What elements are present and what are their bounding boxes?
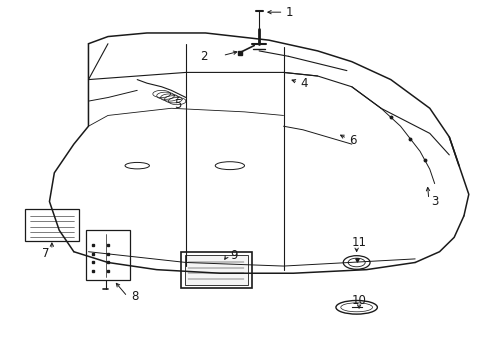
Bar xyxy=(184,255,247,285)
Text: 11: 11 xyxy=(351,236,366,249)
Bar xyxy=(86,230,130,280)
Text: 8: 8 xyxy=(131,290,139,303)
Text: 2: 2 xyxy=(200,50,208,63)
Text: 5: 5 xyxy=(173,98,181,111)
Text: 1: 1 xyxy=(285,6,293,19)
Bar xyxy=(181,252,251,288)
Text: 9: 9 xyxy=(229,249,237,262)
Text: 4: 4 xyxy=(300,77,307,90)
Bar xyxy=(25,209,79,241)
Text: 6: 6 xyxy=(348,134,356,147)
Text: 3: 3 xyxy=(430,195,438,208)
Text: 7: 7 xyxy=(42,247,50,260)
Text: 10: 10 xyxy=(351,294,366,307)
